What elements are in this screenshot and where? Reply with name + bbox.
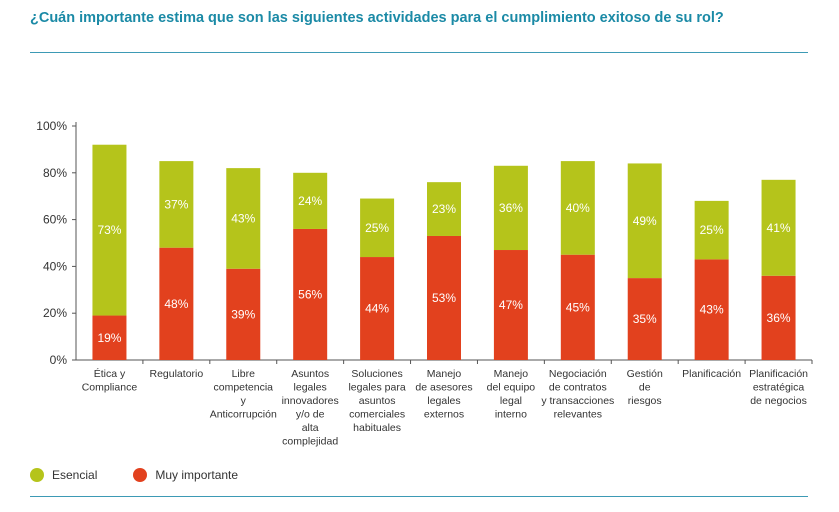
- y-tick-label: 60%: [43, 213, 67, 227]
- data-label: 36%: [767, 311, 791, 325]
- bar-muy-importante: [627, 278, 662, 360]
- x-tick-label: Ética y Compliance: [82, 367, 138, 394]
- legend-item-esencial: Esencial: [30, 468, 97, 482]
- bar-esencial: [159, 161, 194, 248]
- x-tick-label: Negociación de contratos y transacciones re…: [541, 368, 614, 421]
- y-tick-label: 0%: [50, 353, 68, 367]
- legend-label-muy-importante: Muy importante: [155, 468, 239, 482]
- data-label: 35%: [633, 312, 657, 326]
- data-label: 45%: [566, 300, 590, 314]
- legend-swatch-muy-importante: [133, 468, 148, 482]
- data-label: 48%: [164, 297, 188, 311]
- data-label: 47%: [499, 298, 523, 312]
- bar-esencial: [293, 172, 328, 229]
- y-tick-label: 20%: [43, 306, 67, 320]
- x-tick-label: Planificación estratégica de negocios: [749, 368, 808, 407]
- data-label: 37%: [164, 197, 188, 211]
- chart-title: ¿Cuán importante estima que son las sigu…: [30, 10, 724, 26]
- data-label: 23%: [432, 202, 456, 216]
- y-tick-label: 80%: [43, 166, 67, 180]
- data-label: 39%: [231, 307, 255, 321]
- bar-muy-importante: [560, 254, 595, 360]
- data-label: 49%: [633, 214, 657, 228]
- bar-esencial: [92, 144, 127, 316]
- bar-muy-importante: [694, 259, 729, 360]
- data-label: 53%: [432, 291, 456, 305]
- data-label: 43%: [231, 211, 255, 225]
- bar-muy-importante: [159, 247, 194, 360]
- x-tick-label: Regulatorio: [150, 368, 204, 380]
- x-tick-label: Libre competencia y Anticorrupción: [210, 368, 277, 421]
- data-label: 36%: [499, 201, 523, 215]
- bar-muy-importante: [360, 257, 395, 360]
- data-label: 43%: [700, 303, 724, 317]
- bar-esencial: [761, 179, 796, 276]
- legend-label-esencial: Esencial: [52, 468, 98, 482]
- bar-esencial: [627, 163, 662, 279]
- x-tick-label: Manejo de asesores legales externos: [415, 368, 472, 421]
- y-tick-label: 40%: [43, 259, 67, 273]
- x-tick-label: Manejo del equipo legal interno: [487, 368, 536, 421]
- bar-esencial: [560, 161, 595, 255]
- bar-muy-importante: [493, 250, 528, 360]
- data-label: 73%: [97, 223, 121, 237]
- x-tick-label: Gestión de riesgos: [627, 368, 663, 407]
- bar-muy-importante: [293, 228, 328, 360]
- legend: Esencial Muy importante: [30, 466, 274, 484]
- top-divider: [30, 52, 808, 53]
- bar-esencial: [427, 182, 461, 236]
- data-label: 25%: [365, 221, 389, 235]
- bar-muy-importante: [761, 275, 796, 360]
- x-tick-label: Planificación: [682, 368, 741, 380]
- bar-muy-importante: [427, 235, 461, 360]
- stacked-bar-chart: 0% 20% 40% 60% 80% 100% 19% 73% Ética y Complianc…: [36, 119, 813, 448]
- legend-swatch-esencial: [30, 468, 44, 482]
- data-label: 25%: [700, 223, 724, 237]
- bar-esencial: [226, 168, 261, 269]
- legend-item-muy-importante: Muy importante: [133, 468, 238, 482]
- data-label: 40%: [566, 201, 590, 215]
- data-label: 24%: [298, 194, 322, 208]
- x-tick-label: Asuntos legales innovadores y/o de alta compl…: [282, 368, 339, 448]
- bar-esencial: [694, 200, 729, 260]
- bottom-divider: [30, 496, 808, 497]
- bar-esencial: [493, 165, 528, 251]
- x-tick-label: Soluciones legales para asuntos comerciales…: [348, 368, 405, 434]
- data-label: 56%: [298, 287, 322, 301]
- bar-muy-importante: [92, 315, 127, 360]
- data-label: 44%: [365, 302, 389, 316]
- bar-esencial: [360, 198, 395, 258]
- data-label: 19%: [97, 331, 121, 345]
- y-tick-label: 100%: [36, 119, 67, 133]
- bar-muy-importante: [226, 268, 261, 360]
- data-label: 41%: [767, 221, 791, 235]
